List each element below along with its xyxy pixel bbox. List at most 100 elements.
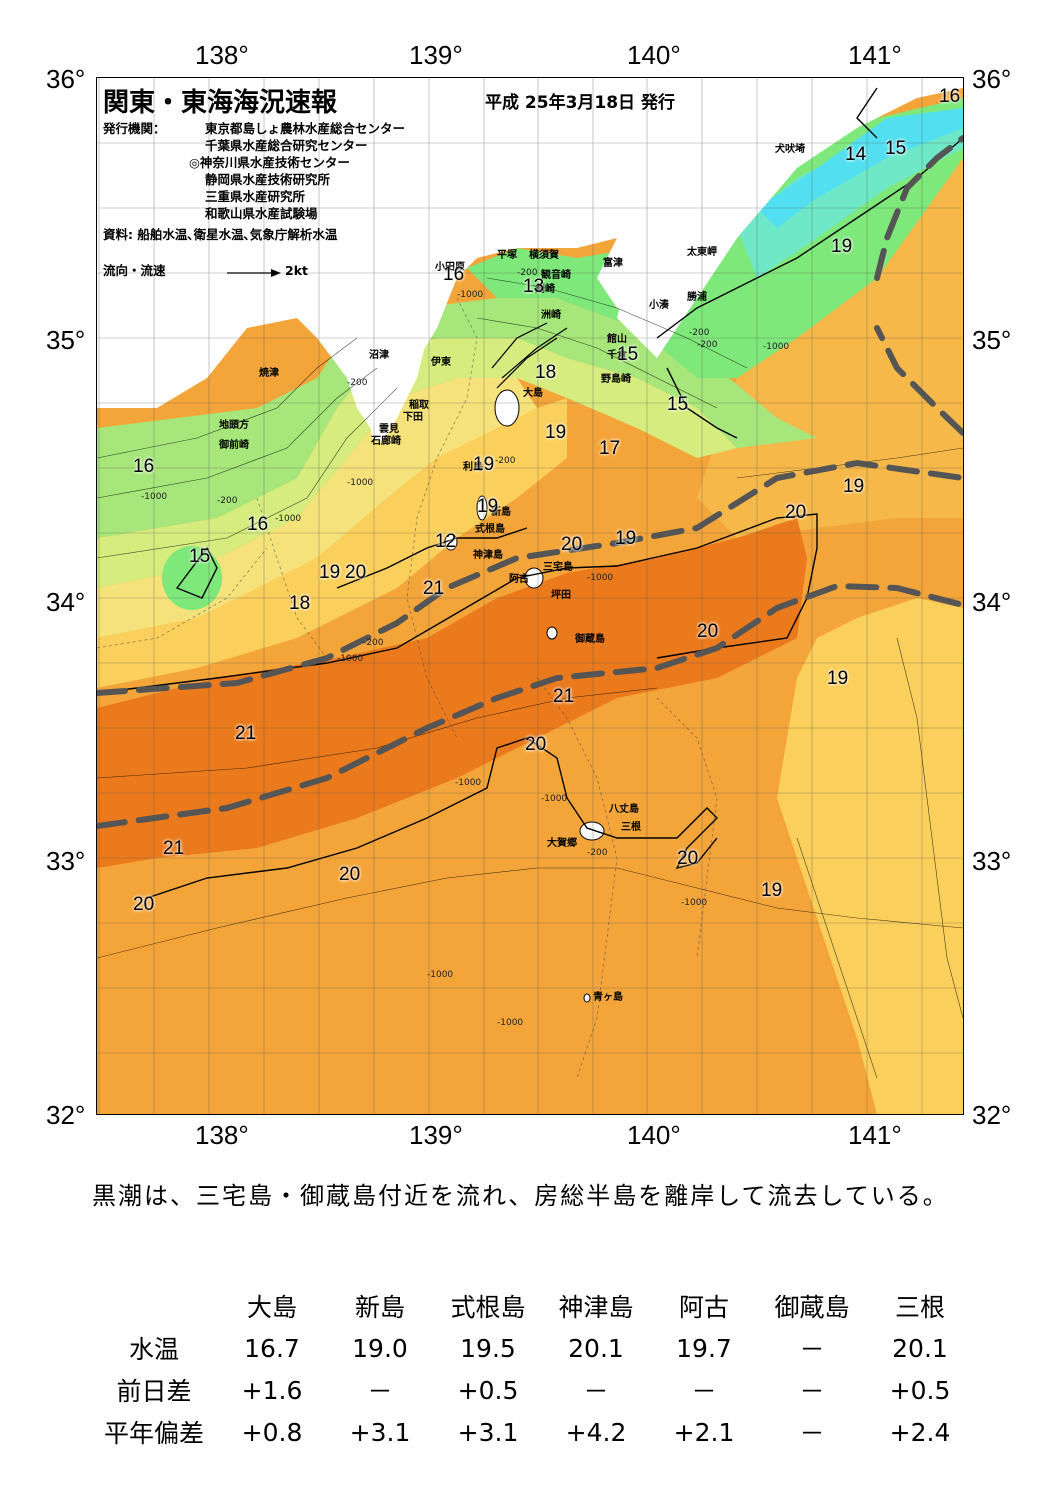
summary-text: 黒潮は、三宅島・御蔵島付近を流れ、房総半島を離岸して流去している。 [92, 1182, 949, 1210]
isotherm-label: 19 [477, 496, 499, 517]
place-shimoda: 下田 [403, 412, 423, 423]
place-kozushima: 神津島 [473, 550, 503, 561]
issuer-1: 東京都島しょ農林水産総合センター [205, 121, 406, 136]
island-niijima [476, 495, 488, 521]
lon-tick-top-139: 139° [409, 40, 463, 70]
issuer-3: ◎神奈川県水産技術センター [189, 155, 350, 170]
map-canvas [97, 78, 963, 1114]
isotherm-label: 20 [561, 534, 583, 555]
island-hachijojima [579, 821, 605, 841]
isotherm-label: 19 [827, 668, 849, 689]
isotherm-label: 20 [677, 848, 699, 869]
isotherm-label: 21 [235, 723, 257, 744]
table-cell: － [799, 1419, 825, 1448]
place-nojimazaki: 野島崎 [601, 374, 631, 385]
place-mitsune: 三根 [621, 822, 641, 833]
depth-label: -200 [495, 456, 516, 466]
place-kannonzaki: 観音崎 [541, 270, 571, 281]
station-header: 新島 [354, 1293, 405, 1322]
isotherm-label: 15 [189, 546, 211, 567]
issuer-6: 和歌山県水産試験場 [205, 206, 318, 221]
table-cell: 20.1 [568, 1333, 624, 1363]
table-cell: +4.2 [565, 1417, 627, 1447]
legend-speed: 2kt [285, 263, 308, 278]
place-kominato: 小湊 [649, 300, 669, 311]
depth-label: -1000 [763, 342, 790, 352]
isotherm-label: 20 [785, 502, 807, 523]
isotherm-label: 21 [553, 686, 575, 707]
isotherm-label: 20 [339, 864, 361, 885]
place-hiratsuka: 平塚 [497, 250, 517, 261]
table-cell: － [691, 1377, 717, 1406]
depth-label: -1000 [455, 778, 482, 788]
isotherm-label: 17 [599, 438, 621, 459]
current-arrows [491, 322, 568, 389]
band-17 [97, 338, 737, 588]
depth-label: -200 [517, 268, 538, 278]
table-cell: 19.0 [352, 1333, 408, 1363]
lat-tick-right-33: 33° [972, 846, 1012, 876]
depth-label: -200 [347, 378, 368, 388]
lat-tick-right-35: 35° [972, 325, 1012, 355]
table-cell: － [367, 1377, 393, 1406]
land-boso [617, 108, 777, 358]
sea-temperature-map: 関東・東海海況速報 平成 25年3月18日 発行 発行機関： 東京都島しょ農林水… [96, 77, 964, 1115]
table-corner [90, 1285, 218, 1327]
table-cell: － [799, 1335, 825, 1364]
isotherm-label: 18 [289, 593, 311, 614]
place-aogashima: 青ヶ島 [593, 992, 623, 1003]
depth-label: -1000 [457, 290, 484, 300]
place-ito: 伊東 [431, 357, 451, 368]
depth-label: -200 [363, 638, 384, 648]
place-oshima: 大島 [523, 388, 543, 399]
table-cell: +1.6 [241, 1375, 303, 1405]
table-row: 前日差 +1.6 － +0.5 － － － +0.5 [90, 1369, 974, 1411]
place-okago: 大賀郷 [547, 838, 577, 849]
isotherm-label: 15 [667, 394, 689, 415]
map-title: 関東・東海海況速報 [103, 88, 338, 118]
isotherm-label: 15 [885, 138, 907, 159]
isotherm-label: 20 [697, 621, 719, 642]
place-tateyama: 館山 [607, 334, 627, 345]
lon-tick-bottom-138: 138° [195, 1120, 249, 1150]
isotherms-thin [97, 277, 963, 1079]
issuer-4: 静岡県水産技術研究所 [205, 172, 331, 187]
isotherm-label: 15 [617, 344, 639, 365]
station-header: 三根 [894, 1293, 945, 1322]
table-cell: +2.1 [673, 1417, 735, 1447]
band-13 [757, 108, 963, 228]
isotherm-label: 19 [761, 880, 783, 901]
place-sunosaki: 洲崎 [541, 310, 561, 321]
isotherm-label: 16 [133, 456, 155, 477]
depth-label: -1000 [587, 573, 614, 583]
issuer-5: 三重県水産研究所 [205, 189, 306, 204]
land-izu [367, 318, 427, 443]
table-cell: 20.1 [892, 1333, 948, 1363]
lat-tick-left-36: 36° [46, 64, 86, 94]
table-cell: +3.1 [457, 1417, 519, 1447]
isotherm-label: 19 [615, 528, 637, 549]
depth-label: -200 [587, 848, 608, 858]
depth-label: -1000 [337, 654, 364, 664]
depth-label: -1000 [681, 898, 708, 908]
station-header: 御蔵島 [774, 1293, 850, 1322]
table-row: 平年偏差 +0.8 +3.1 +3.1 +4.2 +2.1 － +2.4 [90, 1411, 974, 1453]
observation-table: 大島 新島 式根島 神津島 阿古 御蔵島 三根 水温 16.7 19.0 19.… [90, 1285, 974, 1453]
isotherm-label: 13 [523, 276, 545, 297]
lat-tick-left-34: 34° [46, 587, 86, 617]
row-label: 水温 [128, 1335, 179, 1364]
isotherm-label: 19 [545, 422, 567, 443]
table-cell: +0.8 [241, 1417, 303, 1447]
place-niijima: 新島 [491, 507, 511, 518]
lat-tick-left-32: 32° [46, 1100, 86, 1130]
table-cell: 16.7 [244, 1333, 300, 1363]
island-oshima [494, 389, 520, 427]
isotherm-label: 19 [473, 454, 495, 475]
place-futtsu: 富津 [603, 258, 623, 269]
isotherm-label: 20 [345, 562, 367, 583]
isotherm-label: 12 [435, 531, 457, 552]
island-aogashima [583, 993, 591, 1003]
band-19-northwest [97, 398, 567, 688]
issuer-label: 発行機関： [103, 121, 166, 136]
place-jitogata: 地頭方 [219, 420, 249, 431]
